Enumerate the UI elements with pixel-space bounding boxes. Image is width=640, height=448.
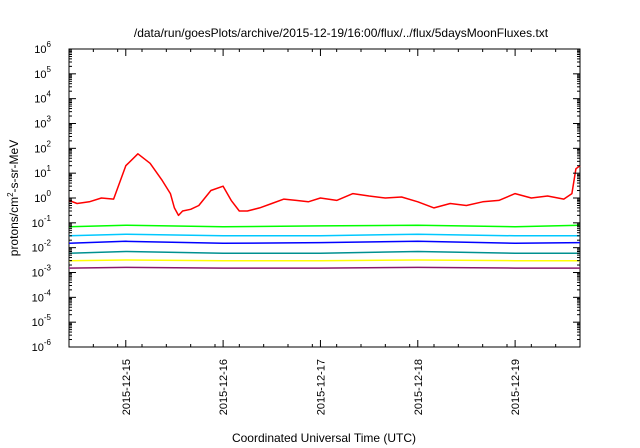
x-tick-label: 2015-12-15: [121, 359, 133, 415]
series-line-0: [68, 153, 581, 217]
series-line-5: [68, 259, 580, 262]
series-line-2: [68, 233, 580, 237]
x-axis-label: Coordinated Universal Time (UTC): [232, 431, 416, 445]
chart-title: /data/run/goesPlots/archive/2015-12-19/1…: [134, 26, 549, 40]
y-tick-label: 10-6: [32, 338, 52, 354]
y-tick-label: 103: [34, 115, 51, 131]
y-tick-label: 100: [34, 189, 51, 205]
y-tick-label: 10-3: [32, 264, 52, 280]
y-tick-label: 10-2: [32, 239, 52, 255]
y-tick-label: 101: [34, 164, 51, 180]
y-tick-label: 10-5: [32, 313, 52, 329]
y-tick-label: 104: [34, 90, 51, 106]
y-tick-label: 10-1: [32, 214, 52, 230]
series-line-4: [68, 250, 580, 254]
x-tick-label: 2015-12-18: [413, 359, 425, 415]
x-tick-label: 2015-12-17: [315, 359, 327, 415]
x-tick-label: 2015-12-19: [510, 359, 522, 415]
x-axis: 2015-12-15 2015-12-16 2015-12-17 2015-12-18…: [68, 49, 581, 415]
y-tick-label: 106: [34, 40, 51, 56]
y-axis: 10-6 10-5 10-4 10-3 10-2 10-1 100 101 102 103 104 1…: [32, 40, 580, 354]
y-tick-label: 102: [34, 139, 51, 155]
series-layer: [68, 153, 581, 269]
series-line-1: [68, 224, 581, 228]
y-axis-label: protons/cm2-s-sr-MeV: [6, 140, 21, 256]
series-line-3: [68, 240, 581, 245]
series-line-6: [68, 266, 580, 269]
y-tick-label: 105: [34, 65, 51, 81]
x-tick-label: 2015-12-16: [218, 359, 230, 415]
y-tick-label: 10-4: [32, 288, 52, 304]
